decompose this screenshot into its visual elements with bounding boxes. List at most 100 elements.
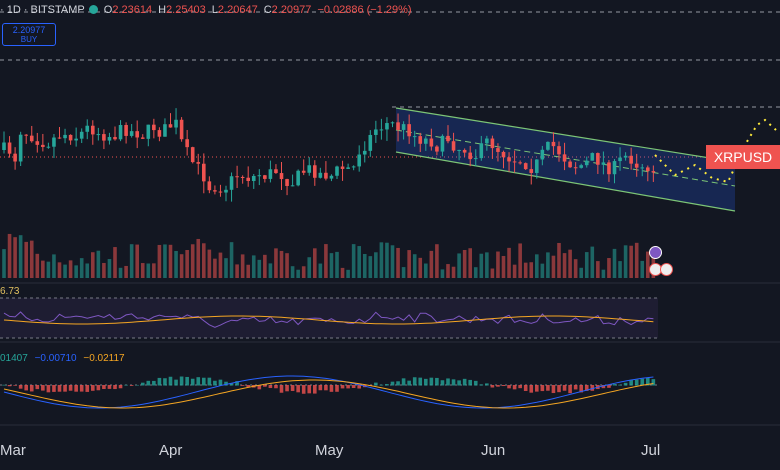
candle-body: [451, 141, 456, 151]
candle-body: [351, 166, 356, 168]
volume-bar: [240, 254, 245, 278]
candle-body: [651, 171, 656, 173]
volume-bar: [518, 243, 522, 278]
candle-body: [107, 137, 112, 141]
buy-button[interactable]: 2.20977 BUY: [2, 23, 56, 46]
macd-histogram-bar: [451, 379, 456, 386]
macd-histogram-bar: [546, 385, 550, 391]
volume-bar: [523, 262, 528, 278]
candle-body: [85, 125, 90, 132]
volume-bar: [41, 260, 45, 278]
macd-histogram-bar: [7, 385, 12, 387]
candle-body: [457, 149, 461, 151]
candle-body: [68, 134, 73, 141]
event-flag-icon[interactable]: [649, 246, 662, 259]
candle-body: [224, 189, 228, 193]
symbol-header: · 1D · BITSTAMP O2.23614 H2.25403 L2.20647 C…: [0, 4, 412, 16]
volume-bar: [618, 261, 622, 278]
volume-bar: [290, 266, 295, 278]
candle-body: [179, 119, 184, 140]
macd-histogram-bar: [268, 385, 273, 389]
volume-bar: [418, 257, 423, 278]
macd-line-value: −0.00710: [34, 353, 77, 364]
candle-body: [429, 138, 434, 147]
macd-histogram-bar: [257, 385, 262, 390]
candle-body: [163, 124, 167, 137]
change-value: −0.02886 (−1.29%): [317, 4, 412, 16]
macd-histogram-bar: [562, 385, 567, 391]
volume-bar: [396, 247, 400, 278]
macd-histogram-bar: [607, 385, 611, 388]
macd-histogram-bar: [490, 385, 495, 388]
macd-histogram-bar: [224, 381, 228, 386]
macd-histogram-bar: [396, 381, 400, 386]
volume-bar: [174, 250, 178, 278]
macd-hist-value: 01407: [0, 353, 28, 364]
candle-body: [74, 138, 78, 141]
macd-histogram-bar: [651, 379, 656, 386]
macd-histogram-bar: [529, 385, 534, 393]
macd-histogram-bar: [318, 385, 323, 391]
rsi-band: [0, 298, 658, 338]
macd-histogram-bar: [462, 378, 467, 386]
macd-histogram-bar: [618, 384, 622, 386]
volume-bar: [573, 259, 578, 278]
candle-body: [7, 142, 12, 154]
candle-body: [546, 141, 550, 150]
month-jun: Jun: [481, 442, 506, 459]
macd-histogram-bar: [57, 385, 62, 392]
candle-body: [52, 137, 56, 147]
candle-body: [579, 165, 583, 168]
volume-bar: [118, 267, 123, 278]
candle-body: [296, 170, 300, 186]
volume-bar: [246, 264, 250, 278]
candle-body: [13, 153, 17, 162]
candle-body: [568, 161, 572, 168]
macd-histogram-bar: [485, 383, 489, 386]
macd-histogram-bar: [623, 382, 628, 386]
candle-body: [485, 138, 489, 144]
volume-bar: [485, 252, 489, 278]
volume-bar: [79, 258, 84, 278]
volume-bar: [46, 261, 51, 278]
macd-histogram-bar: [135, 384, 139, 386]
candle-body: [307, 165, 312, 173]
candle-body: [551, 141, 556, 147]
candle-body: [185, 139, 189, 148]
macd-histogram-bar: [385, 384, 389, 386]
symbol-name[interactable]: · 1D · BITSTAMP: [0, 4, 85, 16]
volume-bar: [584, 252, 589, 278]
volume-bar: [601, 269, 606, 278]
candle-body: [290, 185, 295, 187]
macd-histogram-bar: [557, 385, 561, 393]
volume-bar: [451, 266, 456, 278]
close-value: 2.20977: [271, 4, 312, 16]
volume-bar: [52, 254, 56, 278]
macd-histogram-bar: [634, 379, 639, 386]
macd-histogram-bar: [374, 382, 378, 386]
volume-bar: [152, 263, 156, 278]
open-value: 2.23614: [112, 4, 153, 16]
macd-histogram-bar: [646, 377, 650, 386]
volume-bar: [435, 244, 439, 278]
volume-bar: [140, 263, 145, 278]
volume-bar: [18, 235, 23, 278]
macd-histogram-bar: [418, 377, 423, 386]
volume-bar: [646, 251, 650, 278]
us-flag-icon[interactable]: [660, 263, 673, 276]
candle-body: [35, 141, 40, 145]
high-value: 2.25403: [166, 4, 206, 16]
volume-bar: [501, 255, 506, 278]
volume-bar: [168, 244, 173, 278]
macd-histogram-bar: [640, 378, 645, 386]
macd-histogram-bar: [18, 385, 23, 389]
candle-body: [607, 162, 611, 175]
macd-histogram-bar: [146, 380, 151, 386]
macd-histogram-bar: [540, 385, 545, 392]
candle-body: [462, 149, 467, 153]
candle-body: [368, 134, 373, 151]
candle-body: [213, 190, 217, 192]
candle-body: [523, 163, 528, 170]
